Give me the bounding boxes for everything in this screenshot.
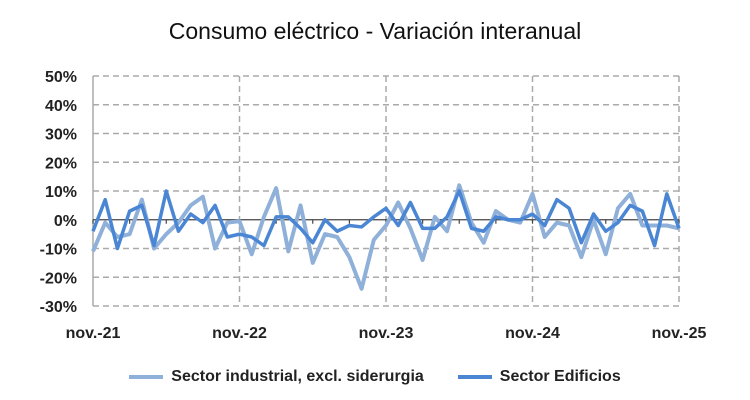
- x-tick-label: nov.-22: [212, 325, 267, 342]
- x-tick-label: nov.-25: [652, 325, 707, 342]
- chart-title: Consumo eléctrico - Variación interanual: [168, 18, 582, 44]
- legend-swatch: [457, 375, 492, 379]
- legend-label: Sector industrial, excl. siderurgia: [171, 368, 424, 385]
- legend: Sector industrial, excl. siderurgia Sect…: [0, 368, 750, 386]
- y-tick-label: -30%: [40, 299, 77, 316]
- y-tick-label: 10%: [45, 184, 77, 201]
- legend-item-industrial: Sector industrial, excl. siderurgia: [129, 368, 424, 386]
- y-tick-label: -10%: [40, 242, 77, 259]
- legend-item-edificios: Sector Edificios: [457, 368, 621, 386]
- x-tick-label: nov.-23: [359, 325, 414, 342]
- legend-label: Sector Edificios: [499, 368, 621, 385]
- y-tick-label: 0%: [54, 213, 77, 230]
- y-tick-label: 50%: [45, 69, 77, 86]
- y-tick-label: 40%: [45, 98, 77, 115]
- x-tick-label: nov.-21: [66, 325, 121, 342]
- x-tick-label: nov.-24: [505, 325, 560, 342]
- y-tick-label: -20%: [40, 270, 77, 287]
- y-tick-label: 30%: [45, 127, 77, 144]
- legend-swatch: [129, 375, 164, 379]
- y-tick-label: 20%: [45, 155, 77, 172]
